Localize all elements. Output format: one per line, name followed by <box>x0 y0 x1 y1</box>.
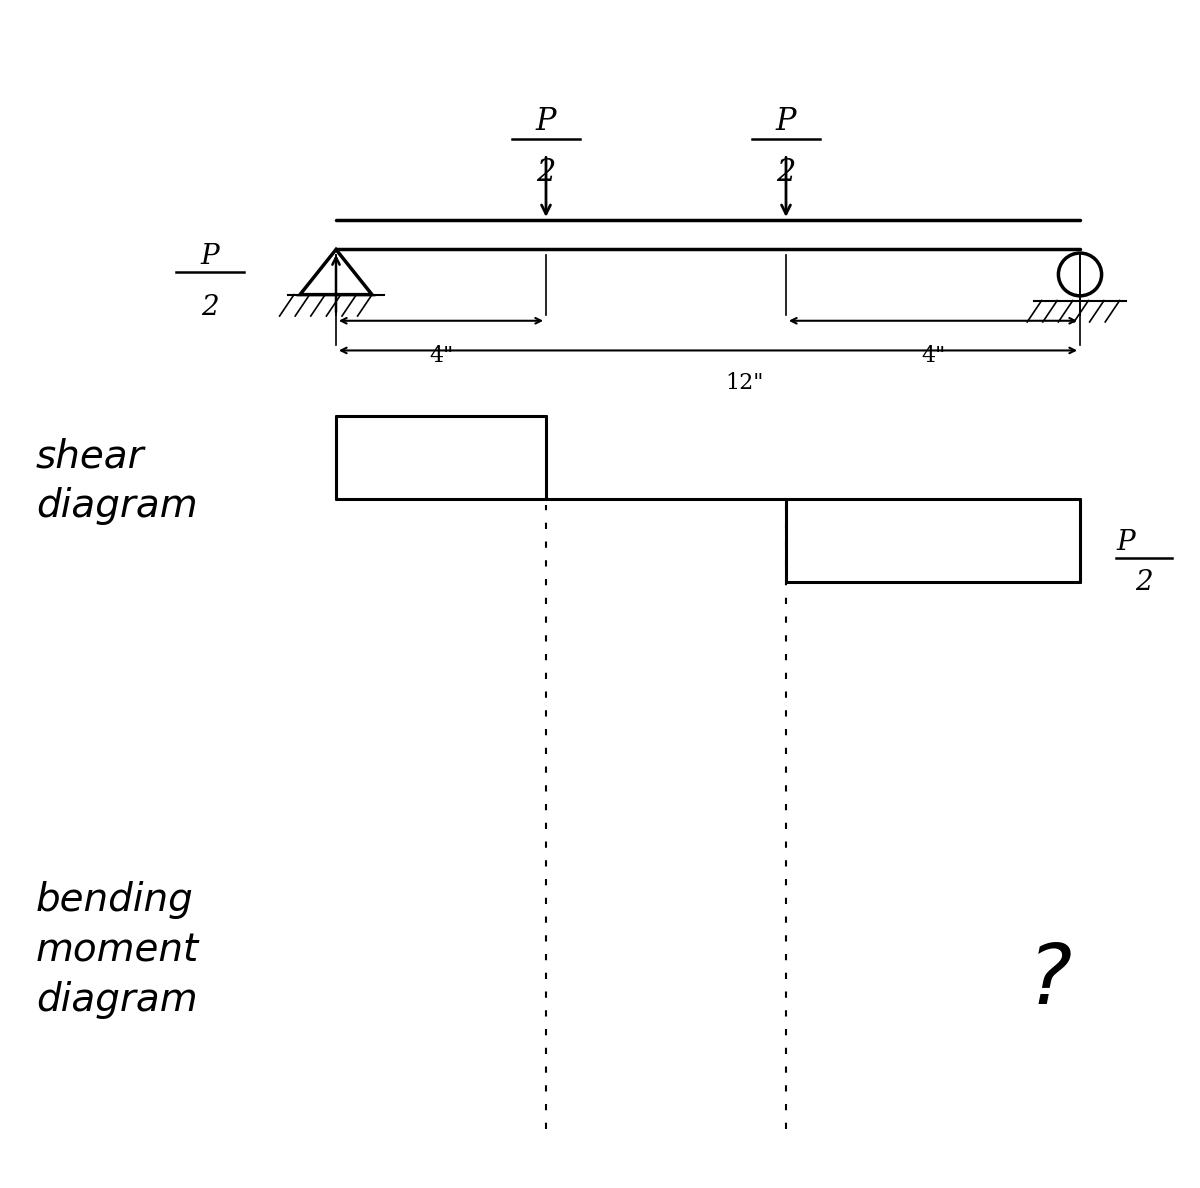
Text: P: P <box>200 242 220 270</box>
Text: 2: 2 <box>776 157 796 188</box>
Text: 2: 2 <box>202 293 218 321</box>
Text: P: P <box>775 106 797 137</box>
Text: shear
diagram: shear diagram <box>36 437 198 525</box>
Text: 2: 2 <box>1135 569 1152 596</box>
Text: bending
moment
diagram: bending moment diagram <box>36 881 199 1019</box>
Text: 2: 2 <box>536 157 556 188</box>
Text: P: P <box>1116 529 1135 556</box>
Text: P: P <box>535 106 557 137</box>
Text: 4": 4" <box>920 345 946 367</box>
Text: ?: ? <box>1028 940 1072 1020</box>
Text: 12": 12" <box>725 372 763 394</box>
Text: 4": 4" <box>428 345 454 367</box>
